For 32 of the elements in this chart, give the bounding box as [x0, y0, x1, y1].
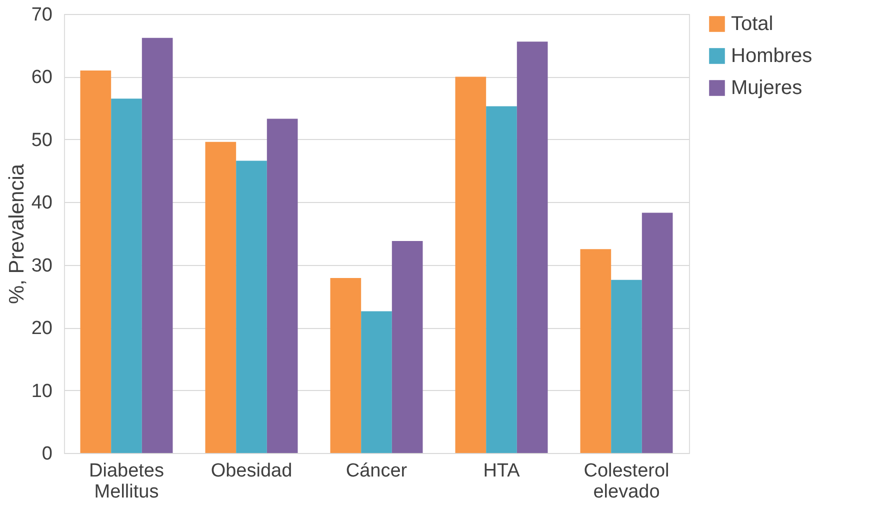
bar — [642, 212, 673, 453]
y-tick-label: 70 — [31, 4, 52, 26]
legend-label: Mujeres — [731, 77, 802, 99]
bar — [142, 38, 173, 453]
bar — [392, 241, 423, 453]
bar — [266, 118, 298, 453]
bar — [236, 160, 267, 453]
x-tick-label: Cáncer — [346, 460, 408, 482]
bar — [80, 70, 112, 453]
legend-label: Total — [731, 13, 774, 35]
bar — [516, 42, 548, 453]
y-axis-title: %, Prevalencia — [5, 164, 28, 304]
y-tick-label: 10 — [31, 380, 52, 402]
bar — [580, 249, 612, 453]
bar — [486, 106, 517, 453]
bar — [111, 98, 142, 453]
bar — [330, 278, 362, 453]
bar — [455, 76, 486, 453]
bar — [611, 280, 642, 453]
x-tick-label: Diabetes Mellitus — [89, 460, 164, 502]
x-tick-label: Obesidad — [210, 460, 292, 482]
bar — [205, 142, 236, 453]
y-tick-label: 30 — [31, 255, 52, 276]
legend-label: Hombres — [731, 45, 812, 67]
y-tick-label: 0 — [42, 444, 52, 464]
x-tick-label: Colesterol elevado — [584, 460, 670, 502]
y-tick-label: 40 — [31, 192, 52, 214]
bar — [361, 311, 392, 453]
y-tick-label: 20 — [31, 318, 52, 340]
x-tick-label: HTA — [483, 460, 520, 482]
y-tick-label: 60 — [31, 67, 52, 88]
y-tick-label: 50 — [31, 130, 52, 151]
